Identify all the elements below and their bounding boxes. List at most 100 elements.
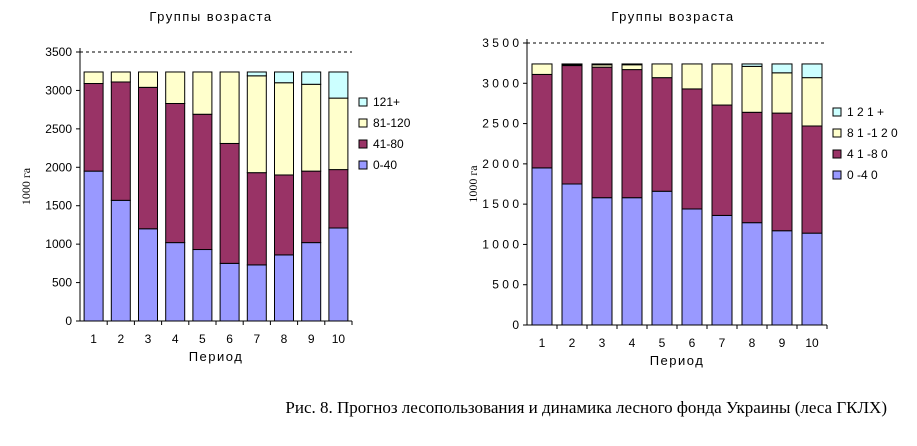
bar-0-40-period-4 (621, 197, 643, 326)
bar-81-120-period-3 (138, 71, 158, 88)
x-tick-label: 6 (226, 332, 233, 346)
bar-0-40-period-2 (110, 199, 131, 322)
y-tick-label: 1 0 0 0 (482, 237, 519, 251)
bar-41-80-period-8 (274, 174, 294, 256)
bar-0-40-period-3 (591, 197, 613, 326)
figure-caption: Рис. 8. Прогноз лесопользования и динами… (285, 398, 887, 417)
bar-81-120-period-10 (801, 77, 823, 127)
legend-label-81-120: 81-120 (373, 116, 411, 130)
bar-121+-period-4 (621, 63, 643, 66)
y-tick-label: 3000 (45, 83, 72, 97)
y-tick-label: 3500 (45, 45, 72, 59)
bar-41-80-period-3 (138, 86, 158, 230)
y-tick-label: 2500 (45, 122, 72, 136)
bar-41-80-period-7 (711, 104, 733, 216)
x-tick-label: 10 (332, 332, 346, 346)
bar-121+-period-9 (301, 71, 322, 85)
bar-81-120-period-8 (741, 65, 763, 113)
y-tick-label: 2 5 0 0 (482, 117, 519, 131)
bar-0-40-period-1 (83, 170, 104, 322)
chart-left: Группы возраста 0 500 1000 1500 2000 2500 3000 3… (0, 0, 460, 380)
bar-121+-period-3 (591, 63, 613, 66)
legend-swatch-121+ (832, 107, 842, 117)
bar-81-120-period-1 (531, 63, 553, 75)
bar-81-120-period-4 (621, 64, 643, 71)
x-axis-label: Период (189, 349, 244, 364)
chart-title: Группы возраста (611, 9, 734, 24)
bar-41-80-period-5 (651, 77, 673, 192)
x-tick-label: 6 (689, 336, 696, 350)
bar-0-40-period-9 (771, 230, 793, 326)
x-tick-label: 8 (749, 336, 756, 350)
x-tick-label: 3 (145, 332, 152, 346)
bar-41-80-period-3 (591, 66, 613, 199)
legend-swatch-121+ (358, 97, 368, 107)
chart-right: Группы возраста 0 5 0 0 1 0 0 0 1 5 0 0 2 0 0… (460, 0, 917, 380)
bar-81-120-period-7 (711, 63, 733, 106)
x-tick-label: 5 (199, 332, 206, 346)
bar-121+-period-9 (771, 63, 793, 74)
x-tick-label: 7 (719, 336, 726, 350)
legend-swatch-0-40 (358, 160, 368, 170)
bar-41-80-period-4 (165, 102, 186, 244)
x-tick-label: 10 (805, 336, 819, 350)
bar-81-120-period-9 (771, 72, 793, 114)
bar-0-40-period-3 (138, 228, 158, 322)
bar-121+-period-7 (246, 71, 267, 77)
x-tick-label: 2 (569, 336, 576, 350)
bar-0-40-period-2 (561, 183, 583, 326)
bar-41-80-period-4 (621, 69, 643, 199)
bar-0-40-period-1 (531, 167, 553, 326)
bar-41-80-period-6 (219, 142, 240, 264)
y-tick-label: 500 (52, 276, 72, 290)
bar-41-80-period-10 (328, 169, 349, 229)
bar-121+-period-10 (801, 63, 823, 79)
bar-0-40-period-8 (741, 222, 763, 326)
x-tick-label: 4 (629, 336, 636, 350)
bar-0-40-period-5 (192, 249, 213, 322)
y-axis-label: 1000 га (19, 167, 33, 205)
x-tick-label: 4 (172, 332, 179, 346)
y-tick-label: 2 0 0 0 (482, 157, 519, 171)
bar-0-40-period-6 (681, 208, 703, 326)
bar-0-40-period-10 (801, 232, 823, 326)
x-tick-label: 8 (281, 332, 288, 346)
bar-41-80-period-2 (561, 65, 583, 185)
bar-41-80-period-5 (192, 113, 213, 251)
bar-0-40-period-6 (219, 262, 240, 322)
legend-label-121+: 121+ (373, 95, 400, 109)
bar-81-120-period-8 (274, 82, 294, 176)
legend-swatch-41-80 (832, 149, 842, 159)
x-tick-label: 9 (308, 332, 315, 346)
x-tick-label: 5 (659, 336, 666, 350)
legend-label-0-40: 0 -4 0 (847, 168, 878, 182)
bar-81-120-period-5 (192, 71, 213, 115)
y-axis-label: 1000 га (466, 165, 480, 203)
x-tick-label: 2 (117, 332, 124, 346)
bar-41-80-period-6 (681, 88, 703, 210)
bar-81-120-period-9 (301, 83, 322, 172)
bar-121+-period-8 (274, 71, 294, 84)
x-tick-label: 1 (90, 332, 97, 346)
bar-41-80-period-1 (531, 73, 553, 169)
x-axis-label: Период (650, 353, 705, 368)
chart-1-svg: Группы возраста 0 5 0 0 1 0 0 0 1 5 0 0 2 0 0… (466, 9, 898, 368)
x-tick-label: 1 (539, 336, 546, 350)
bar-41-80-period-9 (771, 112, 793, 232)
legend-label-0-40: 0-40 (373, 158, 397, 172)
y-tick-label: 0 (512, 318, 519, 332)
y-tick-label: 3 5 0 0 (482, 36, 519, 50)
legend-label-121+: 1 2 1 + (847, 105, 884, 119)
y-tick-label: 1000 (45, 237, 72, 251)
bar-81-120-period-6 (681, 63, 703, 90)
y-tick-label: 3 0 0 0 (482, 76, 519, 90)
y-tick-label: 5 0 0 (492, 278, 519, 292)
bar-0-40-period-7 (711, 214, 733, 326)
y-tick-label: 1500 (45, 199, 72, 213)
bar-81-120-period-7 (246, 75, 267, 174)
bar-121+-period-2 (561, 63, 583, 66)
legend-label-41-80: 41-80 (373, 137, 404, 151)
bar-0-40-period-10 (328, 227, 349, 322)
bar-41-80-period-1 (83, 83, 104, 172)
bar-0-40-period-5 (651, 190, 673, 326)
